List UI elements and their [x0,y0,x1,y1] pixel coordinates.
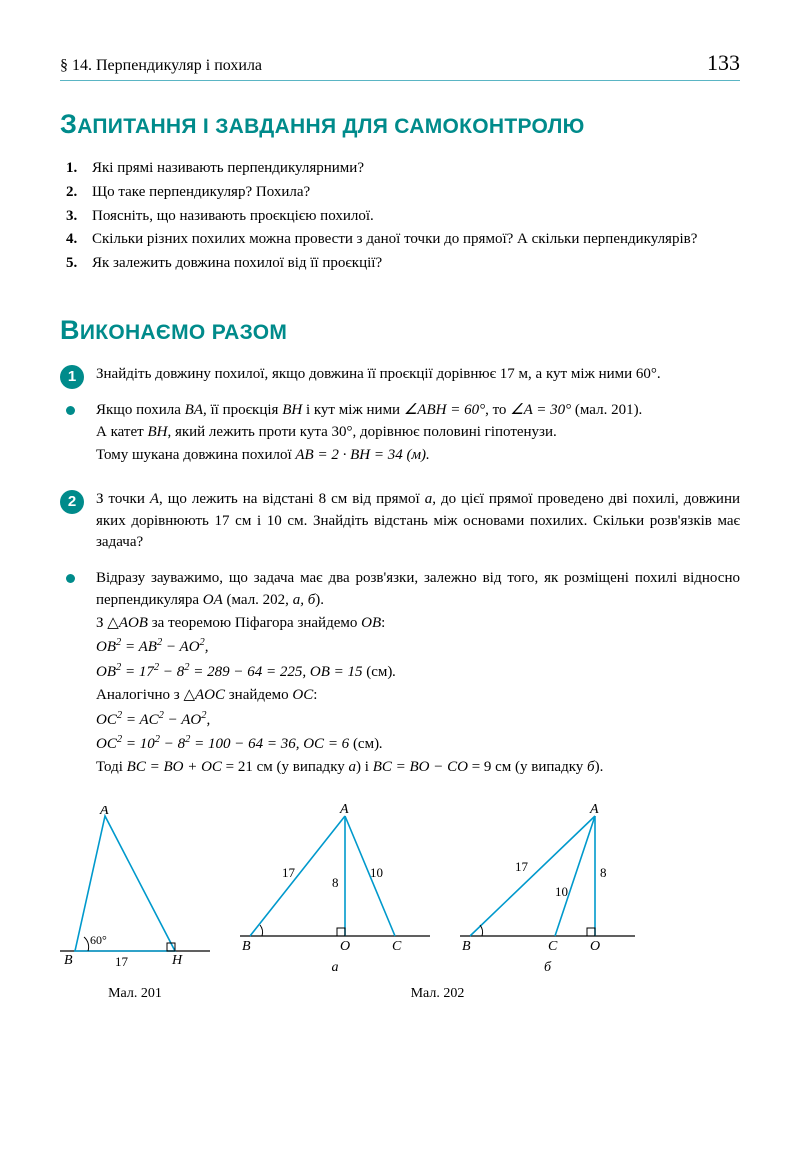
svg-text:A: A [339,802,349,817]
svg-text:B: B [64,953,73,968]
question-item: 1.Які прямі називають перпендикулярними? [92,158,740,180]
question-item: 2.Що таке перпендикуляр? Похила? [92,182,740,204]
solution-line: Тоді BC = BO + OC = 21 см (у випадку а) … [96,757,740,779]
page-number: 133 [707,50,740,76]
svg-text:A: A [589,802,599,817]
svg-text:10: 10 [370,865,383,880]
solution-equation: OB2 = 172 − 82 = 289 − 64 = 225, OB = 15… [96,660,740,684]
svg-text:O: O [340,939,350,951]
bullet-icon [66,406,75,415]
svg-text:8: 8 [332,875,339,890]
section-reference: § 14. Перпендикуляр і похила [60,57,262,75]
questions-list: 1.Які прямі називають перпендикулярними?… [92,158,740,275]
figure-202: A B O C 17 8 10 а [240,801,635,1002]
svg-text:17: 17 [115,954,129,969]
figure-caption: Мал. 202 [240,986,635,1002]
problem-number-badge: 1 [60,365,84,389]
problem-1: 1 Знайдіть довжину похилої, якщо довжина… [60,364,740,386]
problem-statement: З точки A, що лежить на відстані 8 см ві… [96,489,740,554]
problem-2: 2 З точки A, що лежить на відстані 8 см … [60,489,740,554]
figure-202b: A B C O 17 10 8 б [460,801,635,976]
subfigure-label: а [240,960,430,976]
problem-number-badge: 2 [60,490,84,514]
svg-text:17: 17 [282,865,296,880]
bullet-icon [66,574,75,583]
solution-line: Тому шукана довжина похилої AB = 2 · BH … [96,445,740,467]
figure-caption: Мал. 201 [60,986,210,1002]
question-item: 3.Поясніть, що називають проєкцією похил… [92,206,740,228]
triangle-diagram: A B H 60° 17 [60,806,210,971]
triangle-diagram: A B O C 17 8 10 [240,801,430,951]
solution-line: Аналогічно з △AOC знайдемо OC: [96,685,740,707]
solution-equation: OC2 = AC2 − AO2, [96,708,740,732]
svg-text:B: B [242,939,251,951]
svg-text:H: H [171,953,183,968]
solution-line: Якщо похила BA, її проєкція BH і кут між… [96,400,740,422]
solution-1: Якщо похила BA, її проєкція BH і кут між… [60,400,740,467]
figure-201: A B H 60° 17 Мал. 201 [60,806,210,1002]
solution-line: Відразу зауважимо, що задача має два роз… [96,568,740,612]
svg-text:B: B [462,939,471,951]
svg-text:C: C [392,939,402,951]
figure-202a: A B O C 17 8 10 а [240,801,430,976]
solution-equation: OC2 = 102 − 82 = 100 − 64 = 36, OC = 6 (… [96,732,740,756]
worked-examples: 1 Знайдіть довжину похилої, якщо довжина… [60,364,740,1002]
page-header: § 14. Перпендикуляр і похила 133 [60,50,740,81]
solution-equation: OB2 = AB2 − AO2, [96,635,740,659]
problem-statement: Знайдіть довжину похилої, якщо довжина ї… [96,364,740,386]
question-item: 4.Скільки різних похилих можна провести … [92,229,740,251]
svg-text:10: 10 [555,884,568,899]
solution-2: Відразу зауважимо, що задача має два роз… [60,568,740,779]
question-item: 5.Як залежить довжина похилої від її про… [92,253,740,275]
triangle-diagram: A B C O 17 10 8 [460,801,635,951]
figures-row: A B H 60° 17 Мал. 201 [60,801,740,1002]
svg-text:17: 17 [515,859,529,874]
solution-line: З △AOB за теоремою Піфагора знайдемо OB: [96,613,740,635]
subfigure-label: б [460,960,635,976]
worked-heading: Виконаємо разом [60,315,740,346]
svg-text:A: A [99,806,109,818]
svg-text:C: C [548,939,558,951]
solution-line: А катет BH, який лежить проти кута 30°, … [96,422,740,444]
questions-heading: Запитання і завдання для самоконтролю [60,109,740,140]
svg-text:8: 8 [600,865,607,880]
svg-text:60°: 60° [90,933,107,947]
svg-text:O: O [590,939,600,951]
